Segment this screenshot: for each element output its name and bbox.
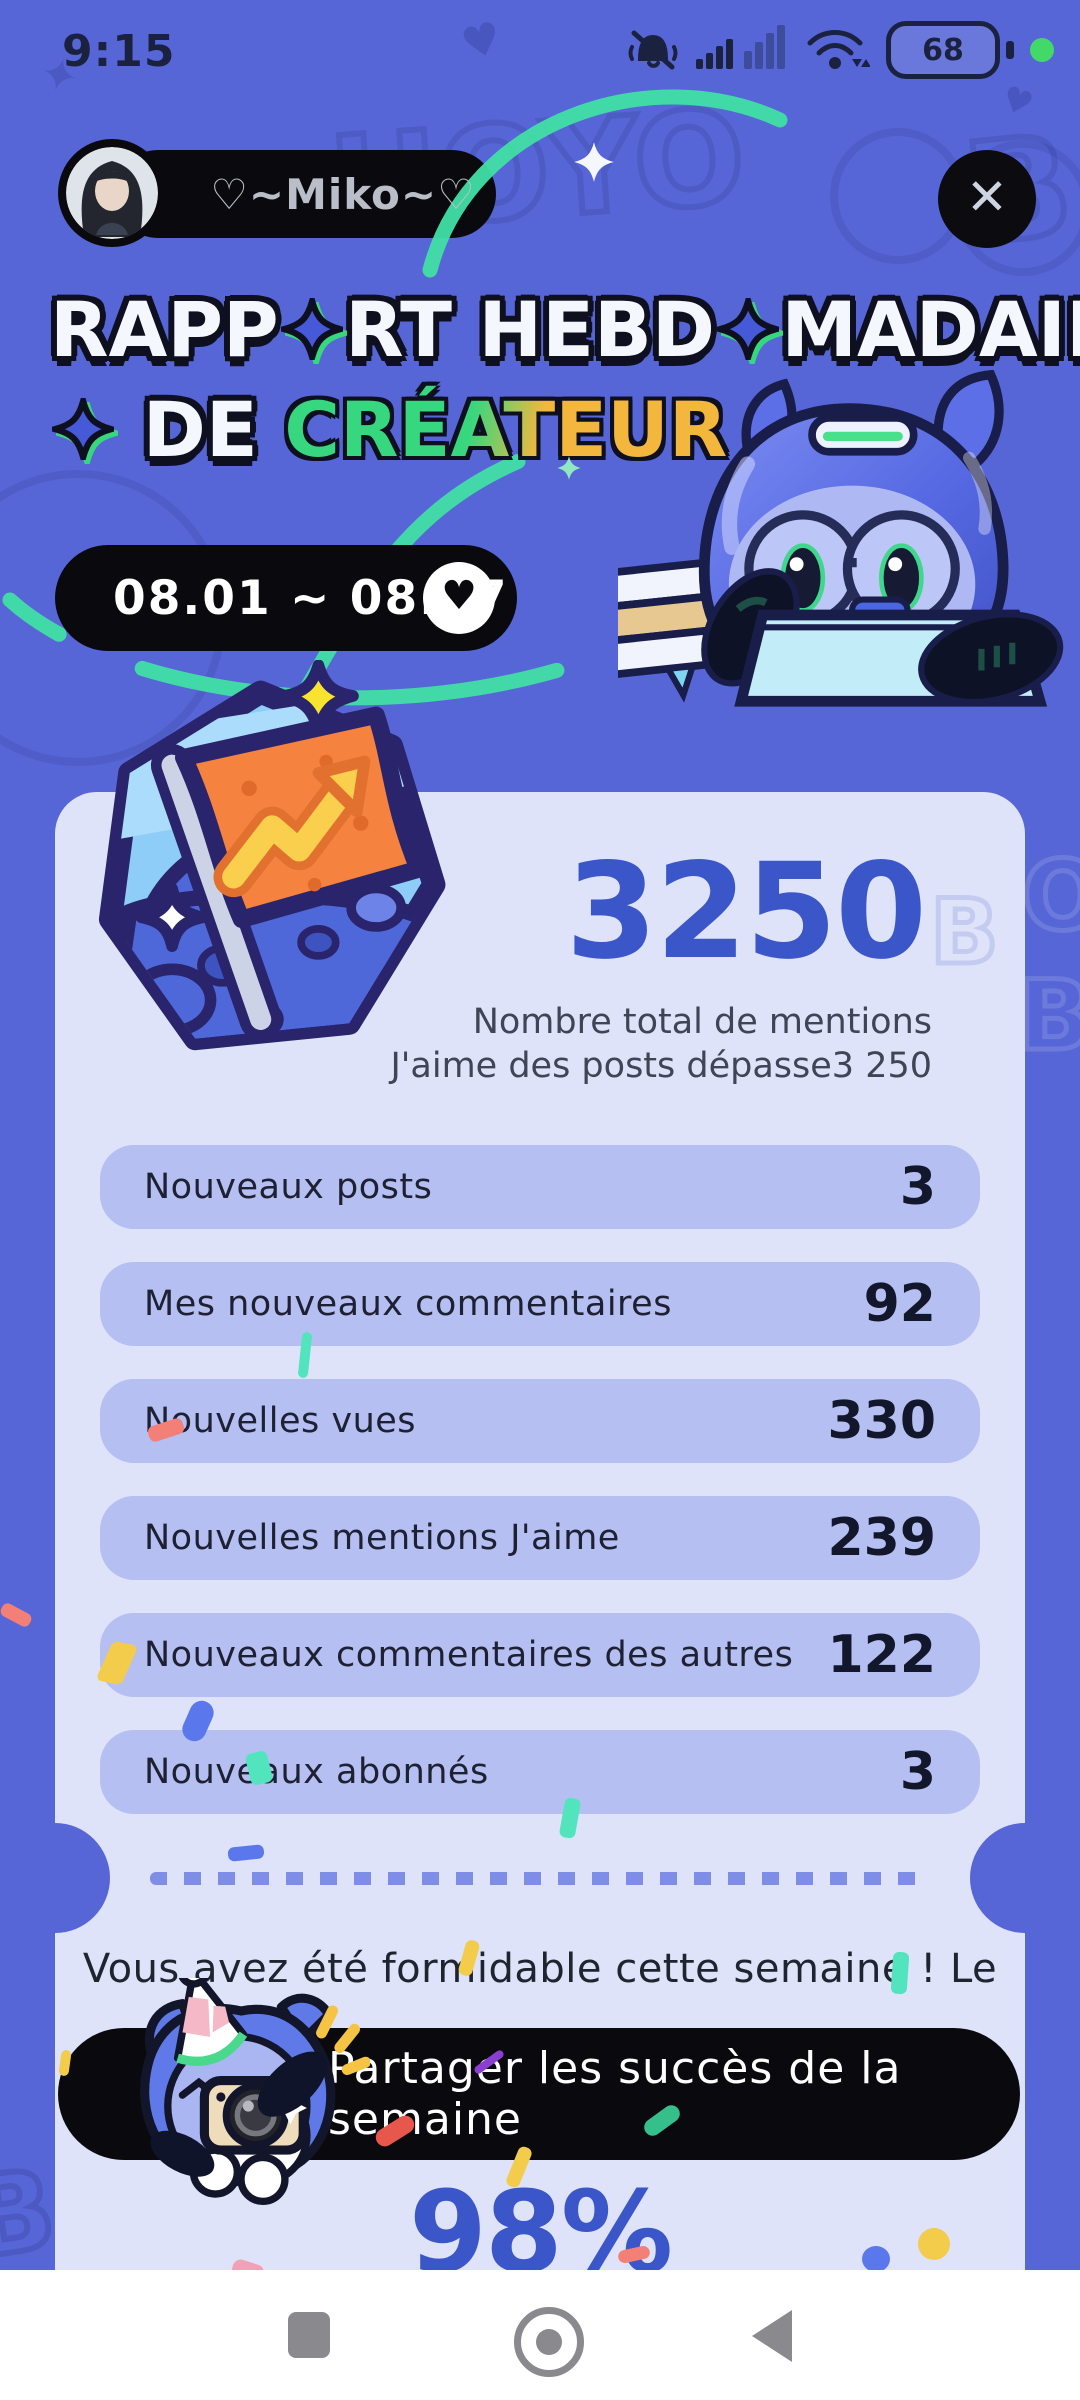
- wifi-icon: [807, 30, 870, 69]
- ticket-notch-left: [0, 1823, 110, 1933]
- caption-line-1: Nombre total de mentions: [472, 1002, 932, 1042]
- stat-value: 239: [827, 1508, 936, 1568]
- mute-vibrate-icon: [628, 30, 678, 70]
- caption-line-2: J'aime des posts dépasse3 250: [390, 1046, 932, 1086]
- report-title: RAPP RT HEBD MADAIRE DE CRÉATEUR: [50, 280, 1080, 481]
- sparkle-icon: [574, 142, 614, 182]
- title-createur: CRÉATEUR: [284, 385, 728, 475]
- close-button[interactable]: ✕: [938, 150, 1036, 248]
- stat-label: Nouveaux commentaires des autres: [144, 1635, 794, 1675]
- username-label: ♡~Miko~♡: [210, 169, 476, 219]
- star-o-icon: [280, 297, 344, 360]
- clock: 9:15: [62, 26, 176, 77]
- title-line-2: DE CRÉATEUR: [50, 380, 1080, 480]
- share-button-label: Partager les succès de la semaine: [328, 2043, 902, 2145]
- date-dropdown-button[interactable]: ♥: [423, 562, 495, 634]
- close-icon: ✕: [966, 168, 1008, 226]
- stat-value: 122: [827, 1625, 936, 1685]
- recents-button[interactable]: [288, 2312, 330, 2358]
- title-part: RAPP: [50, 285, 279, 374]
- stat-row-new-posts: Nouveaux posts 3: [100, 1145, 980, 1229]
- battery-level: 68: [922, 32, 964, 68]
- stats-list: Nouveaux posts 3 Mes nouveaux commentair…: [100, 1145, 980, 1847]
- share-week-button[interactable]: Partager les succès de la semaine: [58, 2028, 1020, 2160]
- stat-row-my-comments: Mes nouveaux commentaires 92: [100, 1262, 980, 1346]
- stat-label: Nouvelles mentions J'aime: [144, 1518, 620, 1558]
- home-button[interactable]: [514, 2307, 584, 2377]
- screen-record-dot-icon: [1030, 38, 1054, 62]
- stat-row-new-views: Nouvelles vues 330: [100, 1379, 980, 1463]
- total-likes-value: 3250: [565, 835, 927, 989]
- stat-value: 3: [899, 1742, 936, 1802]
- confetti: [0, 1601, 34, 1629]
- dashed-divider: [150, 1872, 930, 1885]
- star-o-icon: [717, 297, 780, 360]
- stat-value: 92: [863, 1274, 936, 1334]
- back-button[interactable]: [752, 2310, 792, 2362]
- hoyolab-watermark-side: B: [1015, 958, 1080, 1075]
- android-nav-bar: [0, 2270, 1080, 2400]
- battery-nub: [1006, 41, 1014, 59]
- signal-bars-icon: [696, 25, 785, 69]
- stat-label: Mes nouveaux commentaires: [144, 1284, 672, 1324]
- stat-label: Nouveaux posts: [144, 1167, 433, 1207]
- avatar[interactable]: [58, 139, 166, 247]
- date-range-selector[interactable]: 08.01 ~ 08.07 ♥: [55, 545, 517, 651]
- hoyolab-watermark-side: O: [1020, 838, 1080, 955]
- star-icon: [52, 398, 115, 461]
- heart-icon: ♥: [441, 573, 477, 619]
- user-profile-pill[interactable]: ♡~Miko~♡: [58, 139, 496, 247]
- stat-value: 3: [899, 1157, 936, 1217]
- week-message: Vous avez été formidable cette semaine !…: [82, 1946, 998, 1992]
- title-line-1: RAPP RT HEBD MADAIRE: [50, 280, 1080, 380]
- stat-label: Nouveaux abonnés: [144, 1752, 489, 1792]
- stat-row-new-likes: Nouvelles mentions J'aime 239: [100, 1496, 980, 1580]
- title-part: MADAIRE: [781, 285, 1080, 374]
- stat-value: 330: [827, 1391, 936, 1451]
- battery-icon: 68: [886, 21, 1000, 79]
- home-icon: [536, 2329, 562, 2355]
- title-part: RT HEBD: [345, 285, 716, 374]
- title-de: DE: [142, 385, 258, 475]
- stat-row-others-comments: Nouveaux commentaires des autres 122: [100, 1613, 980, 1697]
- stat-label: Nouvelles vues: [144, 1401, 417, 1441]
- total-likes-caption: Nombre total de mentions J'aime des post…: [390, 1000, 932, 1088]
- status-bar: 9:15: [0, 0, 1080, 95]
- ticket-notch-right: [970, 1823, 1080, 1933]
- stat-row-new-followers: Nouveaux abonnés 3: [100, 1730, 980, 1814]
